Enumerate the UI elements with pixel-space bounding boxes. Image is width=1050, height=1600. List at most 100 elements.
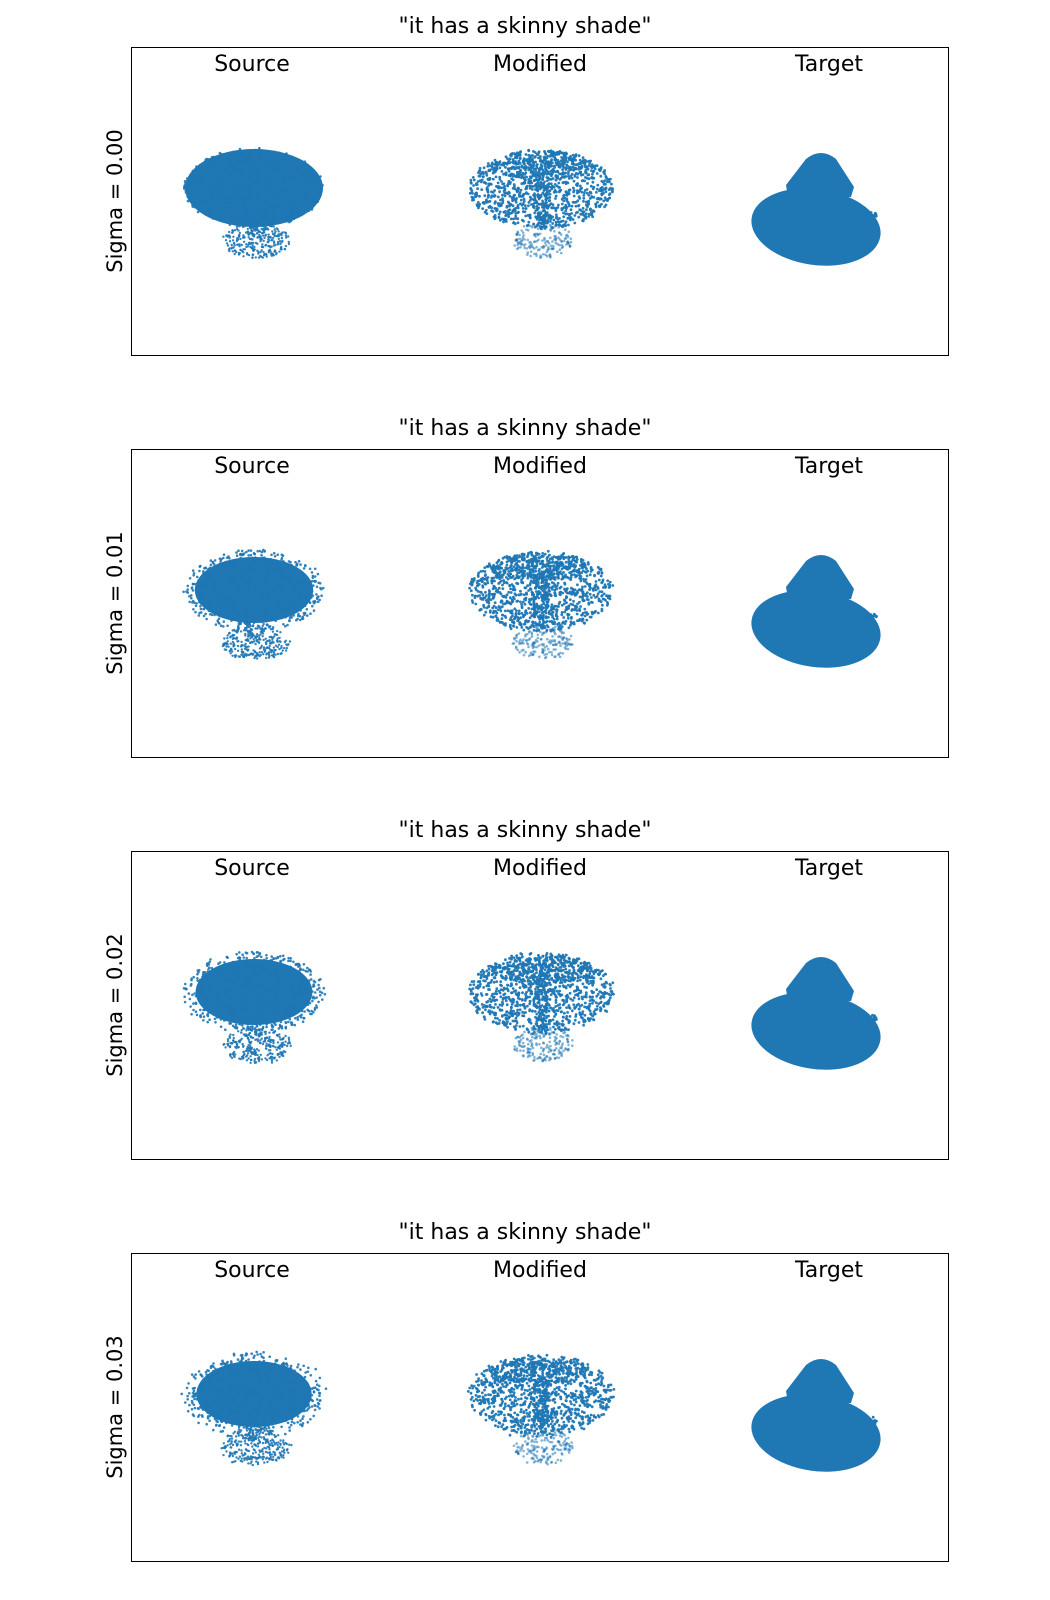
cloud-point — [538, 218, 542, 221]
cloud-point — [235, 554, 239, 557]
cloud-point — [514, 563, 517, 566]
cloud-point — [266, 198, 270, 201]
cloud-point — [543, 578, 546, 582]
cloud-point — [549, 173, 553, 177]
cloud-point — [482, 596, 486, 600]
cloud-point — [285, 646, 288, 650]
cloud-point — [546, 549, 550, 553]
cloud-point — [233, 647, 237, 651]
cloud-point — [552, 564, 555, 568]
cloud-point — [218, 557, 222, 560]
cloud-point — [536, 227, 540, 230]
cloud-point — [569, 576, 573, 579]
cloud-point — [595, 172, 599, 175]
cloud-point — [284, 176, 287, 179]
cloud-point — [233, 244, 236, 247]
cloud-point — [239, 237, 242, 241]
cloud-point — [265, 185, 268, 189]
cloud-point — [232, 599, 235, 603]
cloud-point — [536, 184, 540, 188]
cloud-point — [204, 612, 207, 616]
cloud-point — [565, 608, 569, 611]
cloud-point — [560, 151, 564, 155]
cloud-point — [561, 175, 564, 179]
cloud-point — [281, 171, 285, 174]
cloud-point — [544, 575, 548, 579]
cloud-point — [533, 586, 537, 590]
cloud-point — [199, 583, 203, 587]
cloud-point — [310, 571, 314, 574]
cloud-point — [261, 628, 264, 631]
cloud-point — [494, 175, 498, 179]
cloud-point — [550, 187, 554, 191]
cloud-point — [250, 237, 253, 241]
cloud-point — [229, 570, 233, 573]
cloud-point — [235, 182, 238, 186]
cloud-point — [288, 581, 291, 584]
cloud-point — [593, 573, 596, 577]
cloud-point — [522, 234, 525, 237]
cloud-point — [235, 590, 239, 593]
cloud-point — [535, 575, 538, 578]
cloud-point — [270, 245, 273, 248]
cloud-point — [517, 576, 520, 580]
cloud-point — [252, 624, 255, 627]
cloud-point — [216, 566, 219, 570]
cloud-point — [281, 568, 285, 572]
cloud-point — [493, 194, 496, 197]
cloud-point — [219, 607, 223, 610]
cloud-point — [542, 602, 545, 605]
cloud-point — [221, 166, 224, 170]
cloud-point — [314, 181, 317, 185]
cloud-point — [248, 218, 251, 221]
cloud-point — [211, 171, 215, 174]
cloud-point — [546, 183, 549, 187]
cloud-point — [240, 161, 244, 165]
cloud-point — [564, 152, 568, 156]
cloud-point — [244, 626, 247, 630]
cloud-point — [229, 186, 232, 189]
cloud-point — [566, 591, 570, 595]
cloud-point — [525, 566, 529, 569]
cloud-point — [555, 615, 559, 618]
cloud-point — [523, 558, 526, 561]
cloud-point — [235, 584, 239, 587]
cloud-point — [213, 205, 217, 208]
cloud-point — [528, 246, 532, 250]
cloud-point — [210, 160, 213, 164]
cloud-point — [198, 599, 201, 603]
cloud-point — [206, 570, 210, 573]
cloud-point — [234, 609, 238, 613]
cloud-point — [280, 564, 284, 567]
cloud-point — [530, 597, 534, 600]
cloud-point — [505, 205, 509, 209]
cloud-point — [258, 169, 261, 173]
cloud-point — [284, 212, 287, 216]
cloud-point — [198, 172, 201, 176]
cloud-point — [283, 640, 287, 644]
cloud-point — [517, 617, 521, 620]
cloud-point — [304, 188, 308, 191]
cloud-point — [526, 574, 530, 578]
cloud-point — [573, 221, 577, 225]
cloud-point — [564, 220, 568, 224]
cloud-point — [559, 570, 562, 574]
cloud-point — [286, 220, 289, 223]
cloud-point — [201, 199, 204, 202]
cloud-point — [540, 611, 544, 615]
cloud-point — [472, 579, 476, 582]
cloud-point — [532, 581, 536, 584]
cloud-point — [536, 195, 540, 199]
cloud-point — [238, 224, 241, 228]
cloud-point — [561, 575, 565, 579]
cloud-point — [534, 179, 537, 182]
cloud-point — [588, 588, 591, 591]
cloud-point — [478, 174, 482, 178]
cloud-point — [292, 217, 296, 221]
cloud-point — [482, 166, 486, 170]
cloud-point — [548, 620, 552, 623]
cloud-point — [514, 612, 518, 615]
cloud-point — [501, 197, 504, 201]
cloud-point — [259, 606, 262, 609]
cloud-point — [474, 195, 478, 199]
